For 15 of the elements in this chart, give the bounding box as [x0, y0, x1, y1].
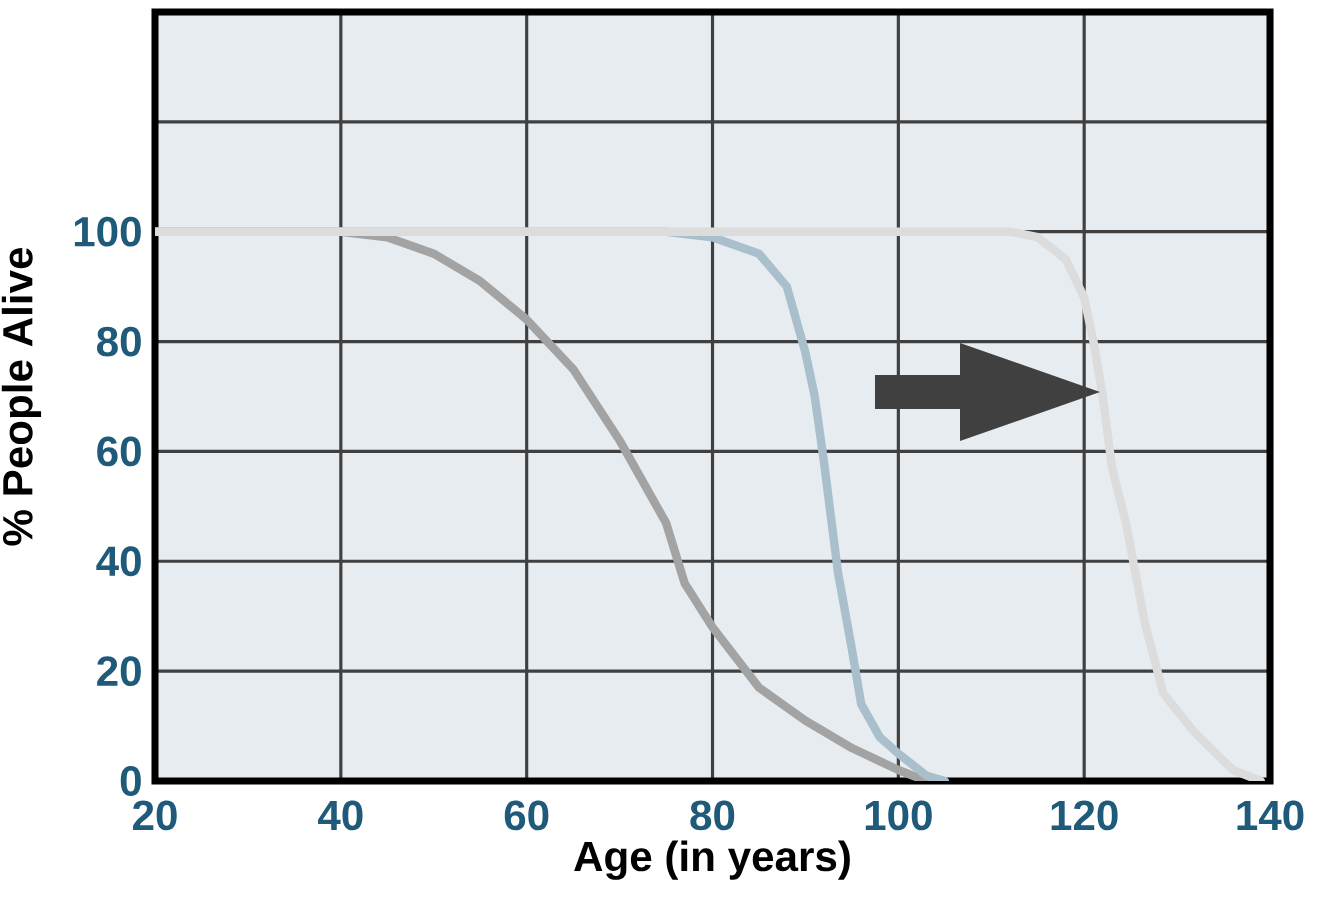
x-tick-label: 140 — [1237, 800, 1304, 831]
x-tick-label: 60 — [504, 800, 549, 831]
y-axis-title: % People Alive — [1, 247, 42, 546]
y-tick-label: 40 — [96, 546, 141, 577]
y-tick-label: 80 — [97, 326, 141, 357]
x-tick-label: 20 — [133, 800, 177, 831]
x-tick-label: 120 — [1051, 800, 1118, 831]
y-tick-label: 100 — [74, 216, 141, 247]
y-tick-label: 60 — [97, 436, 141, 467]
x-tick-label: 80 — [690, 800, 735, 831]
y-tick-label: 0 — [120, 766, 141, 796]
x-tick-label: 40 — [318, 800, 363, 831]
x-axis-title: Age (in years) — [574, 840, 850, 880]
y-tick-label: 20 — [97, 656, 141, 687]
x-tick-label: 100 — [865, 800, 932, 831]
